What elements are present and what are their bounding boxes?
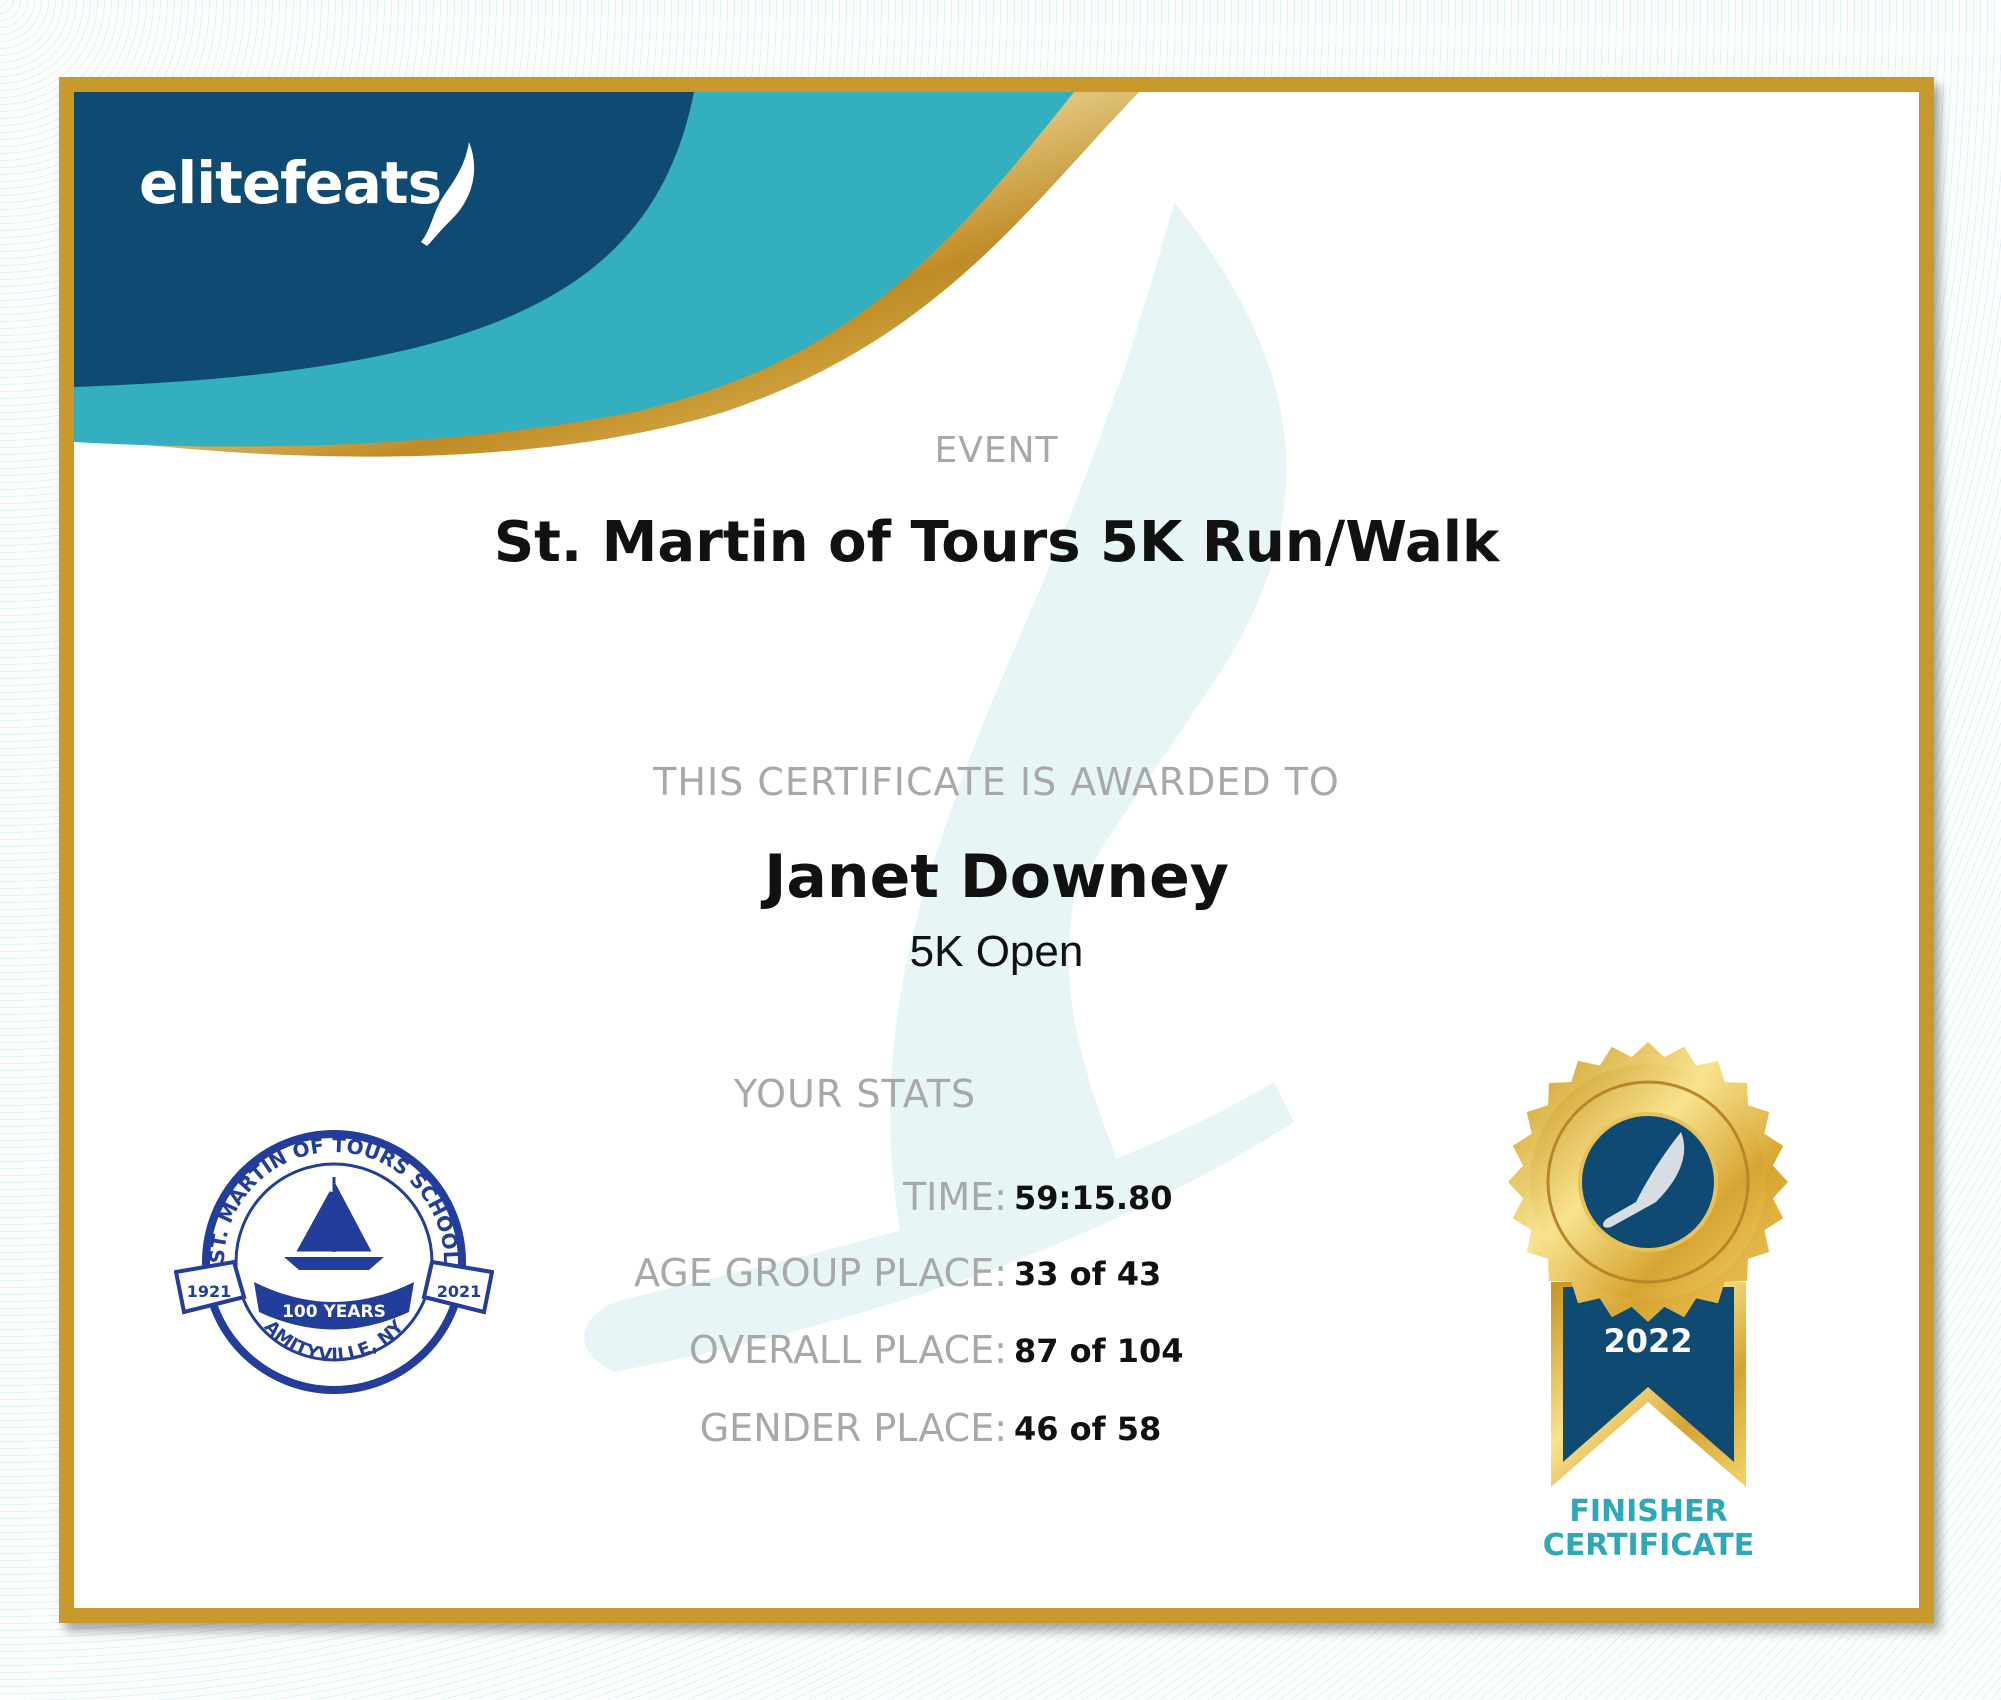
stat-value: 87 of 104 [1014,1332,1184,1370]
seal-left-year: 1921 [187,1282,232,1301]
seal-right-year: 2021 [437,1282,482,1301]
winged-foot-icon [421,142,475,246]
stat-row-gender: GENDER PLACE: 46 of 58 [74,1406,1919,1456]
medal-year: 2022 [1603,1322,1692,1360]
header-swoosh [74,92,1139,457]
medal-caption: FINISHER CERTIFICATE [1506,1495,1791,1563]
medal-caption-line1: FINISHER [1569,1494,1728,1529]
brand-logo: elitefeats [139,149,442,217]
stat-value: 59:15.80 [1014,1179,1173,1217]
winged-foot-watermark [584,202,1294,1372]
stat-row-time: TIME: 59:15.80 [74,1175,1919,1225]
event-label: EVENT [934,430,1059,471]
certificate: elitefeats EVENT St. Martin of Tours 5K … [59,77,1934,1623]
stat-row-overall: OVERALL PLACE: 87 of 104 [74,1328,1919,1378]
stat-row-age-group: AGE GROUP PLACE: 33 of 43 [74,1251,1919,1301]
stat-label: OVERALL PLACE: [688,1328,1007,1372]
stat-value: 46 of 58 [1014,1410,1162,1448]
stat-label: GENDER PLACE: [699,1406,1007,1450]
seal-banner: 100 YEARS [282,1302,386,1322]
stat-label: TIME: [902,1175,1007,1219]
stats-label: YOUR STATS [734,1072,977,1116]
stat-label: AGE GROUP PLACE: [633,1251,1007,1295]
division: 5K Open [909,927,1084,976]
medal-caption-line2: CERTIFICATE [1542,1528,1755,1563]
event-name: St. Martin of Tours 5K Run/Walk [493,510,1500,575]
recipient-name: Janet Downey [764,842,1229,912]
stat-value: 33 of 43 [1014,1255,1162,1293]
school-seal: ST. MARTIN OF TOURS SCHOOL 1921 2021 100… [174,1130,494,1394]
finisher-medal: 2022 [1508,1042,1788,1487]
awarded-to-label: THIS CERTIFICATE IS AWARDED TO [653,760,1340,804]
